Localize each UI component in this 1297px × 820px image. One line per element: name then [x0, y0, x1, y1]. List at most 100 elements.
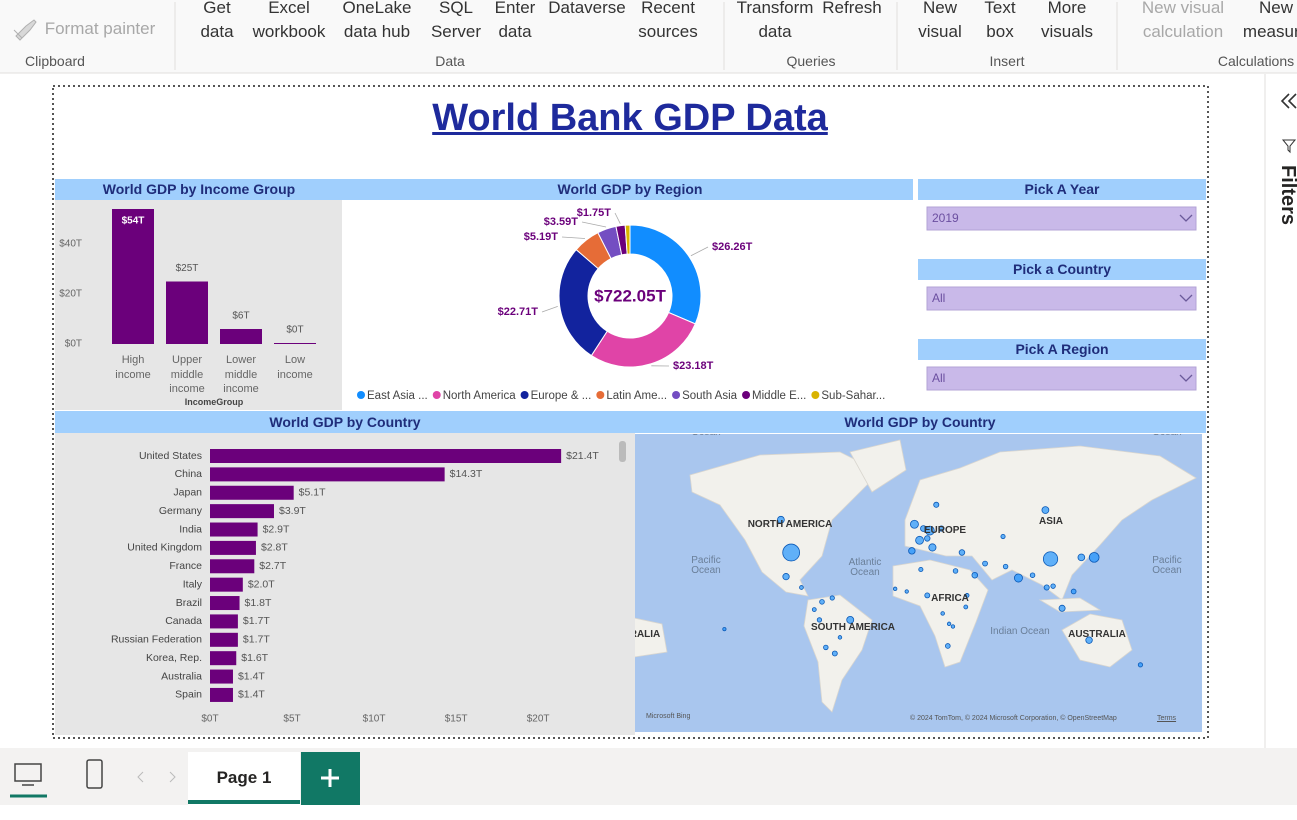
bar[interactable]	[210, 540, 256, 555]
legend-marker[interactable]	[357, 391, 365, 399]
map-bubble[interactable]	[946, 621, 952, 627]
legend-marker[interactable]	[520, 391, 529, 399]
legend-marker[interactable]	[742, 391, 751, 399]
bar[interactable]	[210, 651, 237, 666]
bar[interactable]	[210, 614, 238, 629]
bar[interactable]	[210, 467, 445, 482]
desktop-icon[interactable]	[14, 763, 42, 782]
bar[interactable]	[274, 343, 316, 344]
map-bubble[interactable]	[904, 589, 909, 594]
map-bubble[interactable]	[799, 585, 804, 590]
map-bubble[interactable]	[837, 635, 843, 640]
ribbon-button[interactable]: Text box	[984, 0, 1016, 41]
ribbon-button[interactable]: More visuals	[1041, 0, 1093, 41]
map-bubble[interactable]	[971, 571, 979, 579]
map-bubble[interactable]	[816, 617, 823, 623]
page-arrows[interactable]	[137, 771, 176, 783]
donut-slice[interactable]	[624, 224, 631, 255]
slicer-dropdown[interactable]	[926, 366, 1197, 391]
map-terms[interactable]: Terms	[1157, 715, 1177, 722]
legend-label[interactable]: Latin Ame...	[606, 390, 667, 402]
ribbon-button[interactable]: Dataverse	[548, 0, 626, 17]
bar[interactable]	[220, 329, 262, 344]
legend-marker[interactable]	[672, 391, 681, 399]
ribbon-button[interactable]: Excel workbook	[252, 0, 326, 41]
map-bubble[interactable]	[982, 560, 988, 567]
legend-label[interactable]: Sub-Sahar...	[821, 390, 885, 402]
map-bubble[interactable]	[933, 501, 940, 508]
legend-label[interactable]: East Asia ...	[367, 390, 428, 402]
map-bubble[interactable]	[1077, 553, 1086, 562]
map-bubble[interactable]	[908, 547, 916, 555]
map-bubble[interactable]	[831, 650, 838, 657]
legend-marker[interactable]	[432, 391, 441, 399]
map-bubble[interactable]	[1070, 588, 1077, 595]
filter-icon[interactable]	[1281, 139, 1297, 154]
ribbon-button[interactable]: Get data	[200, 0, 234, 41]
map-bubble[interactable]	[940, 611, 945, 616]
map-bubble[interactable]	[819, 599, 825, 605]
ribbon-button[interactable]: Enter data	[494, 0, 536, 41]
map-bubble[interactable]	[920, 525, 927, 532]
legend-label[interactable]: Europe & ...	[531, 390, 592, 402]
page-tab-label[interactable]: Page 1	[216, 768, 272, 787]
bar[interactable]	[166, 281, 208, 345]
map-bubble[interactable]	[945, 643, 951, 649]
map-bubble[interactable]	[893, 586, 898, 591]
map-bubble[interactable]	[782, 543, 801, 562]
bar[interactable]	[210, 449, 562, 463]
map-bubble[interactable]	[924, 592, 931, 599]
map-bubble[interactable]	[777, 515, 785, 524]
map-bubble[interactable]	[1137, 662, 1143, 668]
bar[interactable]	[210, 504, 274, 519]
map-bubble[interactable]	[918, 566, 924, 573]
legend-label[interactable]: North America	[443, 390, 516, 402]
slicer-dropdown[interactable]	[926, 286, 1197, 311]
map-bubble[interactable]	[910, 519, 919, 529]
format-painter-icon[interactable]	[13, 19, 37, 41]
map-bubble[interactable]	[958, 549, 966, 556]
legend-marker[interactable]	[596, 391, 605, 399]
map-bubble[interactable]	[846, 615, 855, 624]
bar[interactable]	[210, 687, 233, 702]
bar[interactable]	[210, 669, 233, 684]
map-bubble[interactable]	[1000, 533, 1006, 540]
map-bubble[interactable]	[950, 624, 956, 629]
map-bubble[interactable]	[1088, 552, 1100, 563]
page-tab[interactable]	[188, 752, 300, 805]
ribbon-button[interactable]: Refresh	[822, 0, 882, 17]
ribbon-button[interactable]: Transform data	[736, 0, 814, 41]
map-bubble[interactable]	[915, 535, 924, 545]
map-bubble[interactable]	[722, 627, 727, 632]
ribbon-button[interactable]: OneLake data hub	[342, 0, 412, 41]
scrollbar[interactable]	[619, 441, 626, 462]
map-bubble[interactable]	[1013, 573, 1023, 583]
map-bubble[interactable]	[782, 573, 790, 581]
map-bubble[interactable]	[1050, 583, 1056, 589]
legend-marker[interactable]	[811, 391, 820, 399]
map-bubble[interactable]	[1058, 604, 1066, 612]
map-bubble[interactable]	[1042, 551, 1059, 567]
bar[interactable]	[210, 596, 240, 611]
map-bubble[interactable]	[952, 568, 959, 574]
map-bubble[interactable]	[963, 604, 969, 610]
ribbon-button[interactable]: Format painter	[44, 19, 156, 38]
slicer-dropdown[interactable]	[926, 206, 1197, 231]
ribbon-button[interactable]: Recent sources	[638, 0, 698, 41]
map-bubble[interactable]	[924, 535, 931, 542]
map-bubble[interactable]	[1043, 584, 1050, 591]
bar[interactable]	[210, 485, 294, 500]
map-bubble[interactable]	[1085, 636, 1093, 644]
map-bubble[interactable]	[823, 644, 829, 651]
map-bubble[interactable]	[928, 543, 937, 552]
map-bubble[interactable]	[1029, 572, 1036, 578]
bar[interactable]	[210, 577, 243, 592]
collapse-icon[interactable]	[1280, 93, 1297, 109]
map-bubble[interactable]	[938, 525, 945, 532]
ribbon-button[interactable]: New visual calculation	[1141, 0, 1225, 41]
map-bubble[interactable]	[1041, 506, 1050, 514]
map-bubble[interactable]	[1002, 563, 1009, 570]
map-bubble[interactable]	[829, 595, 835, 601]
bar[interactable]	[210, 522, 258, 537]
bar[interactable]	[210, 559, 255, 574]
